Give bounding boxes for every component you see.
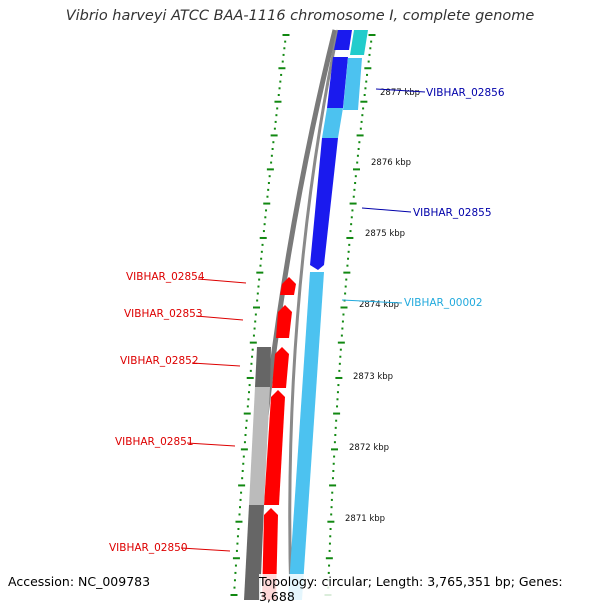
kbp-label-2871: 2871 kbp xyxy=(345,514,385,524)
gene-label-00002[interactable]: VIBHAR_00002 xyxy=(404,297,483,309)
leader-02853 xyxy=(195,315,244,321)
leader-02851 xyxy=(186,442,236,447)
leader-00002 xyxy=(341,299,403,304)
gene-label-02854[interactable]: VIBHAR_02854 xyxy=(126,271,205,283)
gene-block-light-long xyxy=(288,272,324,600)
accession-text: Accession: NC_009783 xyxy=(8,574,151,589)
tick-ring-outer xyxy=(324,34,376,596)
cds-block-light xyxy=(249,387,270,505)
leader-02852 xyxy=(191,362,241,367)
backbone-thin xyxy=(288,29,340,600)
map-title: Vibrio harveyi ATCC BAA-1116 chromosome … xyxy=(65,8,535,24)
cds-block-dark-1 xyxy=(255,347,271,387)
gene-arrow-02851 xyxy=(264,390,285,505)
kbp-label-2876: 2876 kbp xyxy=(371,158,411,168)
gene-arrow-02852 xyxy=(272,347,289,388)
gene-label-02852[interactable]: VIBHAR_02852 xyxy=(120,355,199,367)
gene-arrow-02854 xyxy=(280,277,296,295)
leader-02855 xyxy=(361,207,412,213)
gene-block-light-upper xyxy=(322,108,343,138)
gene-arrow-02853 xyxy=(276,305,292,338)
gene-label-02853[interactable]: VIBHAR_02853 xyxy=(124,308,203,320)
gene-block-light-right xyxy=(343,58,362,110)
leader-02854 xyxy=(197,278,247,284)
summary-text: Topology: circular; Length: 3,765,351 bp… xyxy=(259,574,600,604)
tick-ring-inner xyxy=(230,34,290,596)
kbp-label-2874: 2874 kbp xyxy=(359,300,399,310)
kbp-label-2873: 2873 kbp xyxy=(353,372,393,382)
gene-block-blue-upper xyxy=(327,57,348,108)
leader-02850 xyxy=(180,547,231,552)
gene-label-02851[interactable]: VIBHAR_02851 xyxy=(115,436,194,448)
kbp-label-2877: 2877 kbp xyxy=(380,88,420,98)
gene-block-blue-long xyxy=(310,138,338,270)
gene-label-02855[interactable]: VIBHAR_02855 xyxy=(413,207,492,219)
gene-label-02856[interactable]: VIBHAR_02856 xyxy=(426,87,505,99)
gene-block-blue-top xyxy=(334,30,352,50)
leader-02856 xyxy=(375,88,426,93)
gene-label-02850[interactable]: VIBHAR_02850 xyxy=(109,542,188,554)
gene-block-teal xyxy=(350,30,368,55)
kbp-label-2875: 2875 kbp xyxy=(365,229,405,239)
kbp-label-2872: 2872 kbp xyxy=(349,443,389,453)
